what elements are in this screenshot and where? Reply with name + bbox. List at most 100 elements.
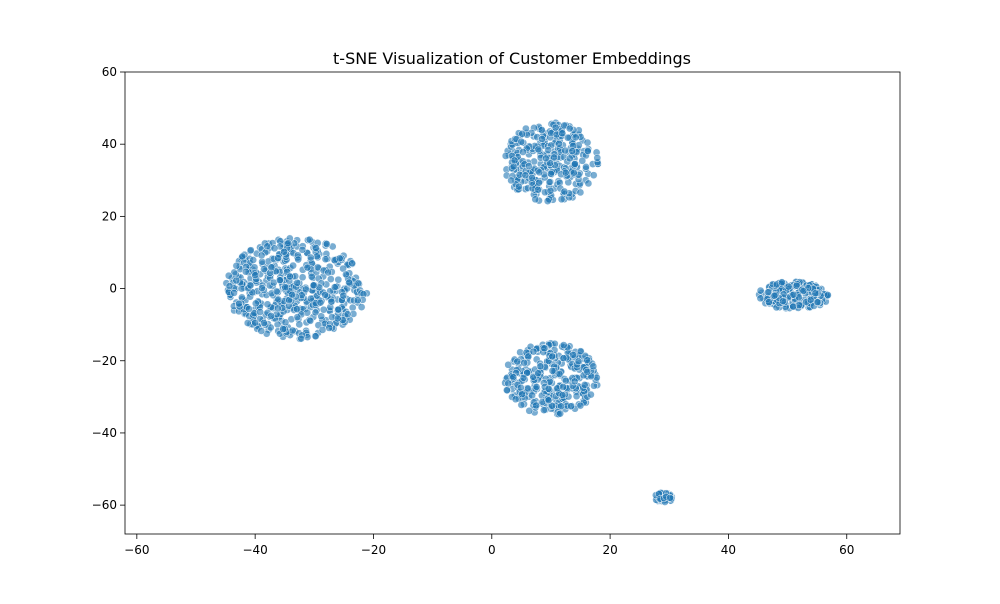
scatter-point (529, 347, 538, 356)
scatter-point (576, 401, 585, 410)
scatter-point (531, 195, 540, 204)
scatter-point (232, 276, 241, 285)
scatter-point (519, 374, 528, 382)
x-tick-label: −40 (242, 543, 267, 557)
scatter-point (565, 124, 574, 133)
scatter-point (342, 270, 350, 279)
scatter-point (251, 299, 260, 308)
scatter-point (289, 261, 297, 270)
scatter-point (548, 352, 557, 361)
scatter-point (267, 312, 275, 320)
scatter-point (536, 362, 545, 371)
scatter-point (516, 383, 525, 392)
scatter-point (251, 318, 259, 327)
scatter-point (503, 386, 511, 395)
scatter-point (513, 357, 522, 366)
scatter-point (583, 138, 592, 147)
scatter-point (256, 308, 264, 316)
scatter-point (559, 383, 567, 391)
scatter-point (544, 384, 553, 393)
scatter-point (779, 297, 787, 306)
scatter-point (576, 347, 585, 356)
scatter-point (258, 257, 266, 266)
scatter-point (294, 255, 303, 264)
scatter-point (576, 188, 585, 197)
scatter-point (765, 298, 773, 306)
scatter-point (569, 350, 577, 359)
scatter-point (281, 318, 290, 327)
scatter-point (570, 377, 579, 386)
scatter-point (305, 235, 314, 244)
scatter-point (558, 391, 567, 399)
scatter-point (570, 168, 578, 177)
scatter-point (333, 314, 342, 323)
scatter-point (263, 242, 272, 251)
y-axis: −60 −40 −20 0 20 40 60 (92, 65, 125, 512)
scatter-point (571, 133, 580, 142)
scatter-point (789, 302, 798, 311)
scatter-point (535, 178, 543, 187)
scatter-point (316, 298, 325, 307)
scatter-point (319, 305, 328, 314)
scatter-point (557, 195, 566, 204)
scatter-point (507, 176, 515, 185)
scatter-point (243, 319, 252, 327)
scatter-point (824, 291, 832, 299)
scatter-point (543, 197, 552, 205)
scatter-point (279, 325, 288, 333)
chart-title: t-SNE Visualization of Customer Embeddin… (333, 49, 691, 68)
scatter-point (504, 360, 513, 369)
data-points (222, 118, 832, 506)
scatter-point (249, 256, 258, 264)
scatter-point (258, 284, 266, 292)
scatter-point (778, 278, 786, 287)
scatter-point (504, 379, 513, 388)
scatter-point (293, 278, 302, 287)
scatter-point (548, 401, 557, 410)
scatter-point (534, 185, 542, 194)
scatter-point (348, 259, 356, 268)
x-tick-label: −60 (124, 543, 149, 557)
scatter-point (280, 247, 288, 256)
scatter-point (510, 156, 519, 165)
scatter-point (275, 276, 284, 285)
scatter-point (322, 240, 331, 248)
scatter-point (257, 251, 266, 260)
x-tick-label: 40 (721, 543, 736, 557)
scatter-point (354, 279, 363, 288)
scatter-point (335, 254, 344, 263)
scatter-point (561, 168, 570, 177)
scatter-point (583, 367, 592, 376)
scatter-point (568, 147, 577, 155)
scatter-point (517, 401, 526, 409)
x-tick-label: 60 (839, 543, 854, 557)
scatter-point (545, 178, 554, 186)
scatter-point (538, 135, 546, 143)
scatter-point (560, 187, 569, 196)
scatter-point (230, 289, 238, 297)
scatter-point (509, 373, 518, 381)
scatter-point (518, 129, 527, 138)
scatter-point (784, 282, 793, 291)
scatter-point (524, 384, 532, 393)
scatter-point (518, 390, 526, 399)
scatter-point (327, 297, 336, 306)
scatter-point (311, 332, 320, 341)
scatter-point (343, 310, 352, 319)
scatter-point (326, 275, 335, 283)
scatter-point (330, 283, 339, 292)
scatter-point (224, 271, 233, 280)
scatter-point (257, 327, 266, 335)
scatter-point (241, 267, 250, 276)
scatter-point (528, 391, 536, 400)
scatter-point (811, 289, 820, 298)
scatter-point (525, 406, 534, 415)
plot-border (124, 71, 901, 535)
x-tick-label: 0 (488, 543, 496, 557)
scatter-point (274, 295, 283, 304)
scatter-point (519, 148, 527, 156)
scatter-point (756, 294, 765, 303)
scatter-point (293, 313, 302, 321)
scatter-point (312, 244, 320, 252)
scatter-point (534, 369, 542, 378)
